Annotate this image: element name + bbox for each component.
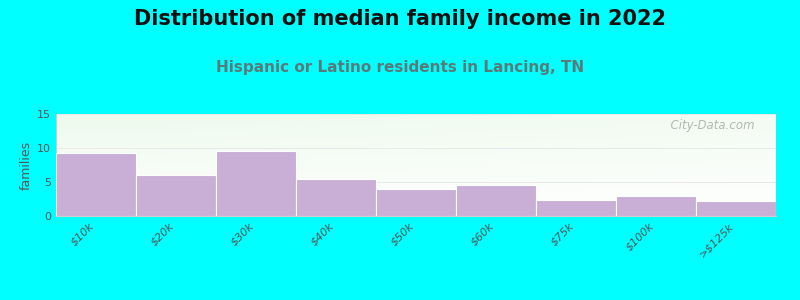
- Text: Hispanic or Latino residents in Lancing, TN: Hispanic or Latino residents in Lancing,…: [216, 60, 584, 75]
- Bar: [376, 190, 456, 216]
- Bar: [536, 200, 616, 216]
- Bar: [136, 175, 216, 216]
- Text: Distribution of median family income in 2022: Distribution of median family income in …: [134, 9, 666, 29]
- Bar: [696, 201, 776, 216]
- Bar: [216, 152, 296, 216]
- Y-axis label: families: families: [20, 140, 33, 190]
- Text: City-Data.com: City-Data.com: [662, 119, 754, 132]
- Bar: [616, 196, 696, 216]
- Bar: [56, 153, 136, 216]
- Bar: [456, 185, 536, 216]
- Bar: [296, 178, 376, 216]
